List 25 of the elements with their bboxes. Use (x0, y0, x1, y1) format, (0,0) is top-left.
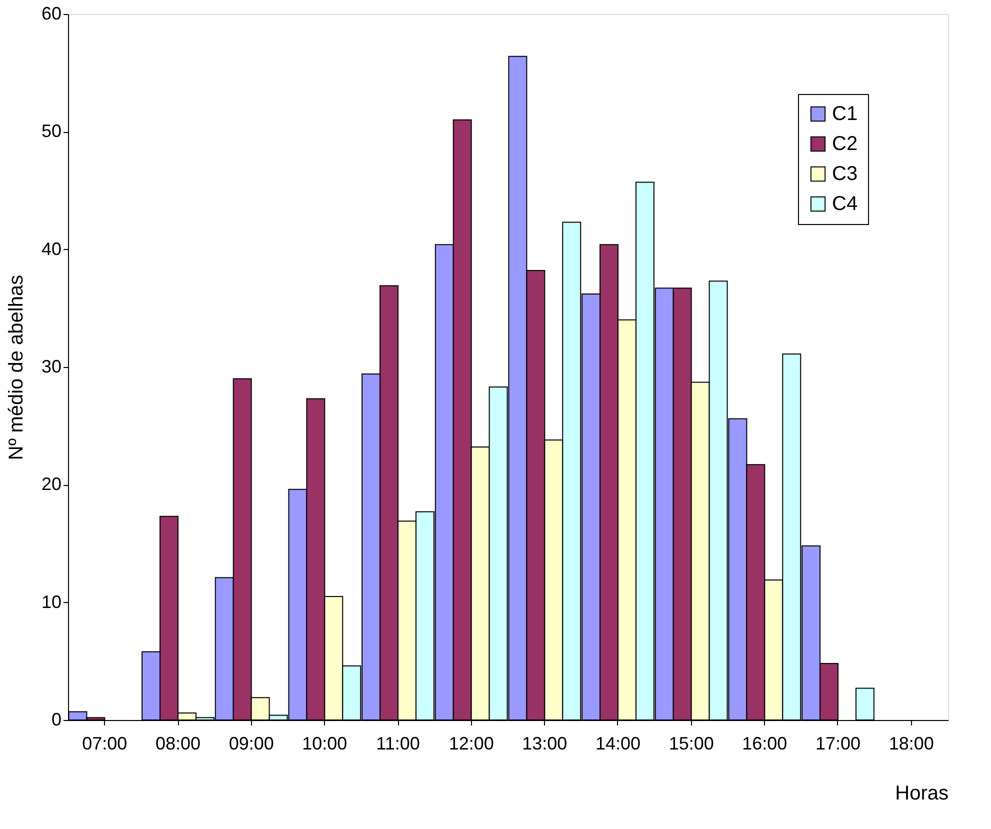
y-axis-title: Nº médio de abelhas (5, 274, 28, 460)
y-tick-label: 50 (41, 121, 62, 142)
y-tick-label: 0 (51, 710, 62, 730)
legend-label: C4 (832, 193, 858, 215)
x-tick-label: 08:00 (155, 734, 201, 754)
y-tick-label: 60 (41, 4, 62, 24)
y-tick-label: 10 (41, 592, 62, 612)
y-tick-label: 30 (41, 356, 62, 376)
x-axis-title: Horas (895, 782, 948, 804)
x-tick-label: 17:00 (815, 734, 861, 754)
x-tick-label: 18:00 (888, 734, 934, 754)
x-tick-label: 09:00 (228, 734, 274, 754)
x-tick-label: 07:00 (82, 734, 128, 754)
x-tick-label: 16:00 (742, 734, 788, 754)
x-tick-label: 15:00 (668, 734, 714, 754)
x-tick-label: 13:00 (522, 734, 568, 754)
legend-label: C1 (832, 103, 858, 125)
x-tick-label: 10:00 (302, 734, 348, 754)
legend-label: C3 (832, 163, 858, 185)
x-tick-label: 11:00 (376, 734, 420, 754)
y-tick-label: 40 (41, 238, 62, 259)
x-tick-label: 14:00 (595, 734, 641, 754)
x-tick-label: 12:00 (448, 734, 494, 754)
legend-label: C2 (832, 133, 858, 155)
y-tick-label: 20 (41, 474, 62, 494)
